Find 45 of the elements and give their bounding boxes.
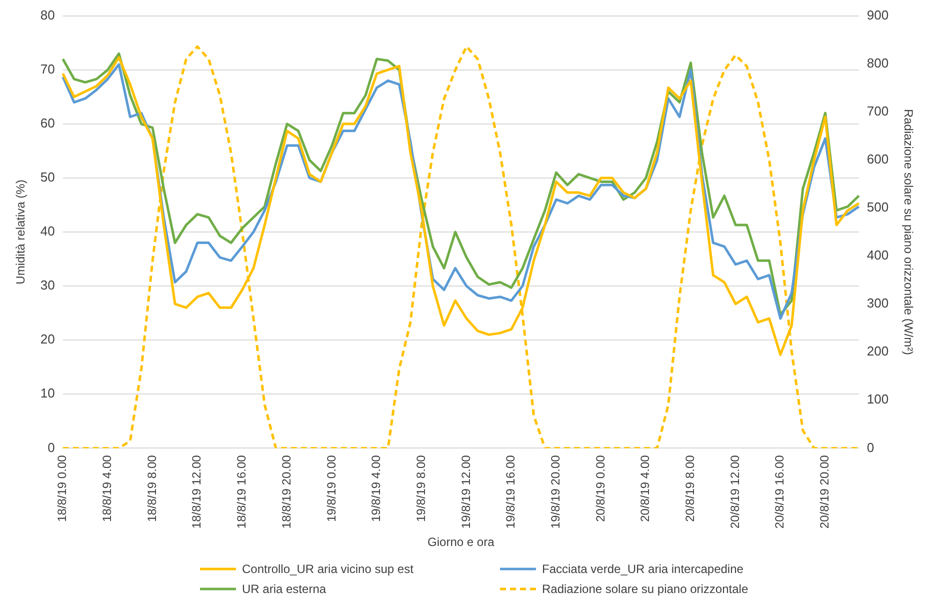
y-axis-title: Umidità relativa (%) [14, 180, 28, 284]
y2-tick-label: 500 [866, 200, 889, 215]
y-tick-label: 40 [40, 224, 55, 239]
x-tick-label: 18/8/19 0.00 [55, 454, 70, 522]
x-axis-title: Giorno e ora [428, 535, 495, 550]
x-tick-label: 19/8/19 4.00 [369, 454, 384, 522]
x-tick-label: 20/8/19 0.00 [593, 454, 608, 522]
x-tick-label: 20/8/19 12.00 [728, 454, 742, 529]
x-tick-label: 20/8/19 20.00 [818, 454, 832, 529]
line-series [62, 45, 860, 448]
y2-tick-label: 900 [866, 7, 889, 22]
legend-label: UR aria esterna [242, 582, 326, 596]
x-tick-label: 18/8/19 16.00 [234, 454, 249, 529]
y-tick-label: 20 [40, 332, 55, 347]
y-tick-label: 70 [40, 61, 55, 76]
legend-label: Controllo_UR aria vicino sup est [242, 562, 414, 576]
x-tick-label: 18/8/19 12.00 [190, 454, 204, 529]
x-tick-label: 19/8/19 0.00 [324, 454, 338, 522]
y2-tick-label: 400 [866, 248, 889, 263]
x-tick-label: 19/8/19 8.00 [414, 454, 428, 522]
x-tick-label: 18/8/19 20.00 [279, 454, 294, 529]
y-tick-label: 10 [40, 386, 55, 401]
y2-axis-title: Radiazione solare su piano orizzontale (W/m²) [901, 108, 916, 356]
legend-label: Facciata verde_UR aria intercapedine [542, 562, 744, 576]
y-tick-label: 0 [48, 440, 55, 455]
x-tick-label: 20/8/19 16.00 [772, 454, 787, 529]
x-tick-label: 20/8/19 4.00 [638, 454, 652, 522]
y2-tick-label: 100 [866, 392, 889, 407]
y-tick-label: 60 [40, 115, 55, 130]
x-tick-label: 20/8/19 8.00 [683, 454, 698, 522]
y-tick-label: 50 [40, 170, 55, 185]
y-tick-label: 30 [40, 278, 55, 293]
x-tick-label: 19/8/19 12.00 [458, 454, 473, 529]
y-tick-label: 80 [40, 7, 55, 22]
y2-tick-label: 600 [866, 152, 889, 167]
y2-tick-label: 200 [866, 344, 889, 359]
legend-label: Radiazione solare su piano orizzontale [542, 582, 748, 596]
y2-tick-label: 300 [866, 296, 889, 311]
x-tick-label: 19/8/19 20.00 [548, 454, 562, 529]
x-tick-label: 18/8/19 8.00 [144, 454, 159, 522]
y2-tick-label: 700 [866, 103, 889, 118]
x-tick-label: 19/8/19 16.00 [504, 454, 518, 529]
x-tick-label: 18/8/19 4.00 [100, 454, 114, 522]
y2-tick-label: 0 [866, 440, 874, 455]
y2-tick-label: 800 [866, 55, 889, 70]
